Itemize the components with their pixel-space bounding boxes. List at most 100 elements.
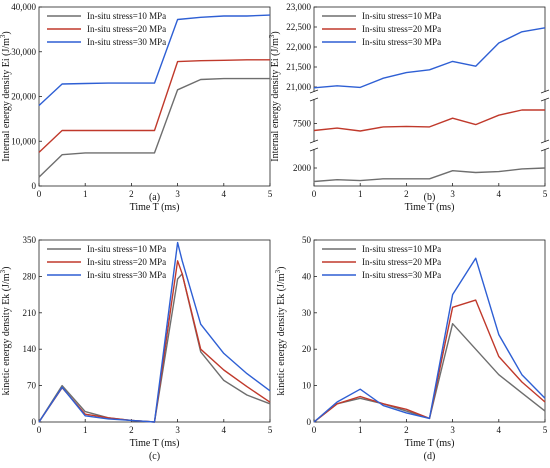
y-axis-label-main: kinetic energy density Ek (J/m xyxy=(276,273,287,395)
y-tick-label: 30 xyxy=(302,308,312,318)
x-tick-label: 4 xyxy=(497,189,502,199)
y-tick-label: 280 xyxy=(23,271,37,281)
panel-caption: (b) xyxy=(424,192,436,203)
legend-label: In-situ stress=20 MPa xyxy=(87,257,166,267)
y-axis-label-end: ) xyxy=(270,31,281,34)
legend-label: In-situ stress=30 MPa xyxy=(362,37,441,47)
legend-label: In-situ stress=30 MPa xyxy=(87,37,166,47)
series-line xyxy=(38,14,271,107)
y-axis-label-end: ) xyxy=(276,267,287,270)
y-axis-label: Internal energy density Ei (J/m3) xyxy=(268,31,281,162)
axis-break-mark xyxy=(540,139,550,144)
series-line xyxy=(38,260,271,423)
y-axis-label: kinetic energy density Ek (J/m3) xyxy=(0,267,12,396)
y-tick-label: 0 xyxy=(32,181,37,191)
x-tick-label: 3 xyxy=(175,189,180,199)
legend-label: In-situ stress=30 MPa xyxy=(87,270,166,280)
axis-break-mark xyxy=(540,89,550,94)
y-axis-label-sup: 3 xyxy=(0,34,7,38)
series-line xyxy=(313,323,546,423)
axis-break-mark xyxy=(309,147,319,152)
y-axis-label-main: Internal energy density Ei (J/m xyxy=(1,38,12,162)
axis-break-gap xyxy=(310,142,318,149)
legend-label: In-situ stress=20 MPa xyxy=(362,24,441,34)
x-tick-label: 4 xyxy=(497,425,502,435)
y-tick-label: 22,500 xyxy=(286,22,311,32)
y-tick-label: 50 xyxy=(302,235,312,245)
y-tick-label: 350 xyxy=(23,235,37,245)
y-tick-label: 7500 xyxy=(293,118,312,128)
x-tick-label: 1 xyxy=(358,189,363,199)
series-line xyxy=(38,59,270,153)
plot-frame xyxy=(313,239,546,423)
y-axis-label: Internal energy density Ei (J/m3) xyxy=(0,31,12,162)
x-tick-label: 2 xyxy=(129,425,134,435)
y-tick-label: 0 xyxy=(307,417,312,427)
y-tick-label: 70 xyxy=(27,381,37,391)
y-axis-label-sup: 3 xyxy=(274,269,282,273)
chart-panel-c: 0 1 2 3 4 5 Time T (ms) (c) 0 70 140 210 280 350 kinet… xyxy=(0,235,273,462)
legend-label: In-situ stress=20 MPa xyxy=(362,257,441,267)
axis-break-mark xyxy=(309,97,319,102)
axis-break-mark xyxy=(540,147,550,152)
axis-break-gap xyxy=(541,142,549,149)
panel-caption: (c) xyxy=(149,451,160,462)
y-axis-label-sup: 3 xyxy=(0,269,7,273)
y-tick-label: 40,000 xyxy=(11,2,36,12)
panel-caption: (d) xyxy=(424,451,436,462)
x-tick-label: 2 xyxy=(404,189,409,199)
y-tick-label: 22,000 xyxy=(286,42,311,52)
y-tick-label: 10 xyxy=(302,381,312,391)
x-axis-label: Time T (ms) xyxy=(405,438,455,449)
x-axis-label: Time T (ms) xyxy=(130,438,180,449)
series-line xyxy=(38,77,270,178)
x-tick-label: 0 xyxy=(37,425,42,435)
x-tick-label: 4 xyxy=(222,425,227,435)
chart-panel-a: 0 1 2 3 4 5 Time T (ms)(a) 0 10,000 20,000 30,000 4… xyxy=(0,2,273,213)
y-tick-label: 23,000 xyxy=(286,2,311,12)
axis-break-mark xyxy=(309,139,319,144)
x-tick-label: 3 xyxy=(450,189,455,199)
axis-break-gap xyxy=(541,92,549,99)
x-tick-label: 2 xyxy=(404,425,409,435)
x-tick-label: 0 xyxy=(312,425,317,435)
y-tick-label: 20,000 xyxy=(11,92,36,102)
series-line xyxy=(313,299,546,423)
axis-break-mark xyxy=(540,97,550,102)
x-tick-label: 1 xyxy=(83,425,88,435)
x-tick-label: 5 xyxy=(543,189,548,199)
y-axis-label-main: kinetic energy density Ek (J/m xyxy=(1,273,12,395)
axis-break-mark xyxy=(309,89,319,94)
x-tick-label: 0 xyxy=(37,189,42,199)
y-tick-label: 21,500 xyxy=(286,62,311,72)
y-axis-label-end: ) xyxy=(1,267,12,270)
series-line xyxy=(313,109,545,132)
legend-label: In-situ stress=20 MPa xyxy=(87,24,166,34)
y-tick-label: 210 xyxy=(23,308,37,318)
x-tick-label: 1 xyxy=(358,425,363,435)
plot-frame xyxy=(38,239,271,423)
series-line xyxy=(313,167,546,183)
series-line xyxy=(38,241,271,423)
y-tick-label: 30,000 xyxy=(11,47,36,57)
x-axis-label: Time T (ms) xyxy=(405,202,455,213)
x-tick-label: 4 xyxy=(222,189,227,199)
x-tick-label: 5 xyxy=(268,189,273,199)
x-tick-label: 1 xyxy=(83,189,88,199)
chart-panel-d: 0 1 2 3 4 5 Time T (ms) (d) 0 10 20 30 40 50 kinetic e… xyxy=(274,235,548,462)
series-line xyxy=(38,273,271,423)
y-tick-label: 40 xyxy=(302,271,312,281)
x-tick-label: 5 xyxy=(543,425,548,435)
y-tick-label: 21,000 xyxy=(286,82,311,92)
chart-panel-b: 0 1 2 3 4 5 Time T (ms)(b) 2000 7500 21,000 21,500… xyxy=(268,2,550,213)
axis-break-gap xyxy=(310,92,318,99)
y-tick-label: 2000 xyxy=(293,163,312,173)
y-axis-label-sup: 3 xyxy=(268,34,276,38)
legend-label: In-situ stress=30 MPa xyxy=(362,270,441,280)
y-tick-label: 20 xyxy=(302,344,312,354)
x-tick-label: 3 xyxy=(450,425,455,435)
x-tick-label: 2 xyxy=(129,189,134,199)
legend-label: In-situ stress=10 MPa xyxy=(87,11,166,21)
y-tick-label: 10,000 xyxy=(11,136,36,146)
